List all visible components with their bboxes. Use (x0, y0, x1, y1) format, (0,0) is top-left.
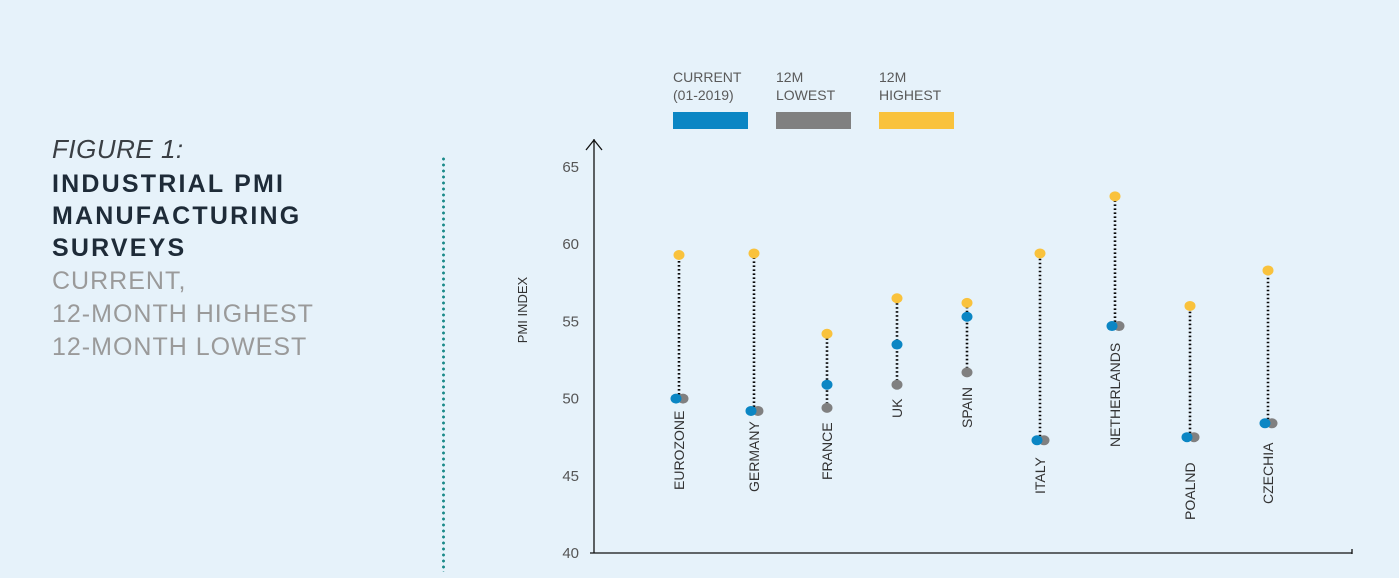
category-label: NETHERLANDS (1107, 343, 1123, 447)
category-label: FRANCE (819, 422, 835, 480)
highest-point (961, 297, 973, 308)
figure-subtitle-line: 12-MONTH LOWEST (52, 333, 308, 361)
current-point (891, 339, 903, 350)
highest-point (748, 248, 760, 259)
lowest-point (961, 367, 973, 378)
legend-label: CURRENT (673, 69, 742, 85)
y-tick-label: 45 (562, 468, 579, 485)
current-point (670, 393, 682, 404)
current-point (1259, 418, 1271, 429)
legend-swatch-highest (879, 112, 954, 129)
y-tick-label: 50 (562, 391, 579, 408)
y-tick-label: 40 (562, 545, 579, 562)
category-label: EUROZONE (671, 411, 687, 490)
highest-point (1109, 191, 1121, 202)
highest-point (673, 250, 685, 261)
y-tick-label: 55 (562, 313, 579, 330)
highest-point (891, 293, 903, 304)
highest-point (821, 328, 833, 339)
current-point (1181, 432, 1193, 443)
figure-title: INDUSTRIAL PMI MANUFACTURING SURVEYS (52, 168, 301, 264)
figure-title-line: MANUFACTURING (52, 202, 302, 230)
lowest-point (891, 379, 903, 390)
legend-swatch-current (673, 112, 748, 129)
dotted-divider (442, 156, 445, 572)
category-label: UK (889, 398, 905, 418)
lowest-point (821, 402, 833, 413)
category-label: SPAIN (959, 387, 975, 428)
highest-point (1184, 300, 1196, 311)
category-label: ITALY (1032, 457, 1048, 494)
legend-label: (01-2019) (673, 87, 734, 103)
figure-title-line: SURVEYS (52, 234, 187, 262)
current-point (1031, 435, 1043, 446)
figure-subtitle: CURRENT, 12-MONTH HIGHEST 12-MONTH LOWES… (52, 265, 314, 364)
y-tick-label: 60 (562, 236, 579, 253)
highest-point (1262, 265, 1274, 276)
category-label: POALND (1182, 462, 1198, 520)
category-label: GERMANY (746, 421, 762, 492)
current-point (821, 379, 833, 390)
legend-swatch-lowest (776, 112, 851, 129)
legend-item-lowest: 12M LOWEST (776, 68, 851, 129)
legend-item-current: CURRENT (01-2019) (673, 68, 748, 129)
current-point (961, 311, 973, 322)
legend-label: 12M (879, 69, 907, 85)
figure-title-line: INDUSTRIAL PMI (52, 170, 286, 198)
current-point (1106, 321, 1118, 332)
figure-label: FIGURE 1: (52, 134, 184, 164)
current-point (745, 405, 757, 416)
legend-item-highest: 12M HIGHEST (879, 68, 954, 129)
figure-subtitle-line: CURRENT, (52, 267, 187, 295)
y-tick-label: 65 (562, 159, 579, 176)
category-label: CZECHIA (1260, 442, 1276, 504)
legend-label: 12M (776, 69, 804, 85)
legend-label: LOWEST (776, 87, 836, 103)
y-axis-arrow (585, 138, 603, 151)
highest-point (1034, 248, 1046, 259)
legend-label: HIGHEST (879, 87, 942, 103)
figure-subtitle-line: 12-MONTH HIGHEST (52, 300, 314, 328)
y-axis-title: PMI INDEX (515, 276, 530, 343)
